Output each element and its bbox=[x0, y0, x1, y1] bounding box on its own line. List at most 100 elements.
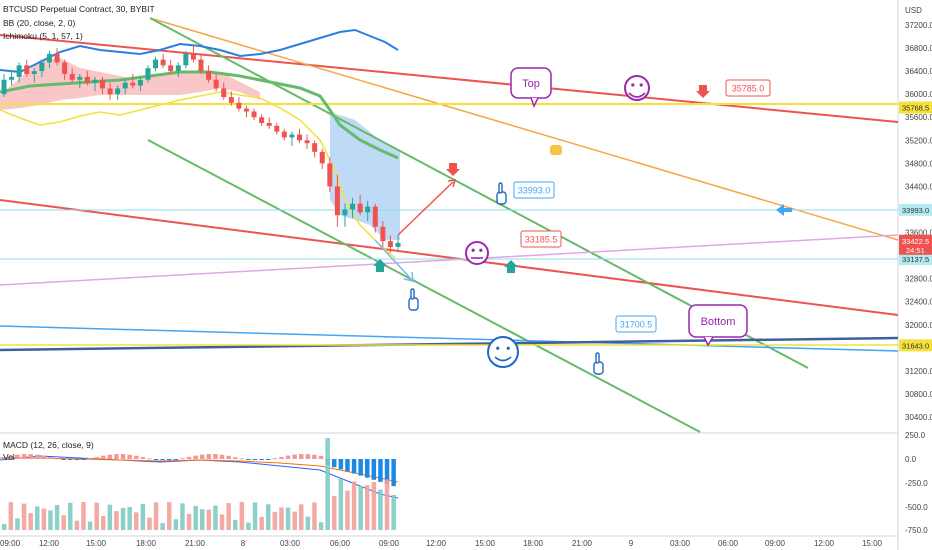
volume-bar bbox=[299, 504, 304, 530]
macd-histogram-bar bbox=[140, 457, 146, 459]
macd-histogram-bar bbox=[120, 454, 126, 459]
macd-histogram-bar bbox=[259, 459, 264, 460]
volume-bar bbox=[8, 502, 14, 530]
volume-bar bbox=[371, 482, 377, 530]
candle-body bbox=[100, 79, 105, 89]
volume-bar bbox=[239, 502, 245, 530]
macd-histogram-bar bbox=[101, 455, 106, 459]
candle-body bbox=[228, 97, 234, 103]
blue-trend-line bbox=[0, 325, 899, 352]
time-tick-label: 09:00 bbox=[0, 539, 21, 548]
hand-pointer-icon-3-finger bbox=[595, 352, 600, 364]
label-33993-box bbox=[513, 181, 555, 199]
price-tick-label: 32400.0 bbox=[905, 298, 932, 307]
time-tick-label: 15:00 bbox=[86, 539, 107, 548]
time-tick-label: 21:00 bbox=[185, 539, 206, 548]
macd-histogram-bar bbox=[305, 454, 311, 459]
label-35785-box bbox=[725, 79, 771, 97]
annotations[interactable]: 35785.0 33993.0 33185.5 31700.5 Top Bottom bbox=[373, 67, 792, 375]
hand-pointer-icon-finger bbox=[498, 182, 503, 194]
time-tick-label: 18:00 bbox=[523, 539, 544, 548]
price-badge-text: 31643.0 bbox=[902, 341, 929, 350]
volume-bar bbox=[2, 524, 7, 530]
macd-histogram-bar bbox=[180, 458, 185, 460]
candles bbox=[1, 45, 401, 253]
volume-bar bbox=[266, 504, 271, 530]
candle-body bbox=[54, 53, 60, 63]
blue-left-arrow-icon bbox=[776, 204, 792, 216]
volume-bar bbox=[153, 502, 159, 530]
candle-body bbox=[122, 82, 128, 89]
candle-body bbox=[62, 62, 68, 74]
last-price-text: 33422.5 bbox=[902, 237, 929, 246]
macd-histogram-bar bbox=[87, 458, 93, 460]
callout-bottom-tail bbox=[703, 336, 714, 347]
macd-histogram-bar bbox=[299, 454, 304, 459]
volume-bar bbox=[312, 502, 317, 530]
time-axis[interactable]: 09:00 12:00 15:00 18:00 21:00 8 03:00 06:00 09:0… bbox=[0, 539, 883, 548]
candle-body bbox=[236, 102, 242, 109]
candle-body bbox=[251, 111, 257, 118]
volume-bar bbox=[279, 507, 284, 530]
macd-histogram-bar bbox=[358, 459, 363, 476]
neutral-face-icon-outline bbox=[465, 241, 489, 265]
hand-pointer-icon-palm bbox=[496, 191, 507, 205]
macd-histogram-bar bbox=[134, 455, 139, 459]
volume-bar bbox=[285, 507, 291, 530]
volume-bar bbox=[259, 516, 264, 530]
candle-body bbox=[145, 68, 151, 80]
bb-legend[interactable]: BB (20, close, 2, 0) bbox=[3, 18, 76, 28]
candle-body bbox=[168, 65, 174, 72]
price-tick-label: 30800.0 bbox=[905, 390, 932, 399]
macd-histogram-bar bbox=[266, 459, 271, 460]
macd-histogram-bar bbox=[285, 455, 291, 459]
macd-histogram-bar bbox=[200, 454, 205, 459]
macd-histogram-bar bbox=[246, 459, 251, 460]
label-33993-text: 33993.0 bbox=[518, 186, 551, 196]
price-tick-label: 36800.0 bbox=[905, 44, 932, 53]
macd-histogram-bar bbox=[48, 457, 53, 459]
last-price-badge bbox=[899, 234, 932, 255]
volume-bar bbox=[101, 516, 106, 530]
neutral-face-icon-eye-left bbox=[471, 248, 475, 252]
navy-support-line bbox=[0, 336, 899, 352]
vol-legend[interactable]: Vol bbox=[3, 452, 15, 462]
smile-face-icon bbox=[624, 75, 650, 101]
candle-body bbox=[175, 65, 181, 72]
macd-histogram-bar bbox=[68, 459, 73, 460]
clock-face-icon bbox=[487, 336, 519, 368]
ichimoku-legend[interactable]: Ichimoku (5, 1, 57, 1) bbox=[3, 31, 83, 41]
macd-histogram-bar bbox=[153, 459, 159, 460]
candle-body bbox=[327, 163, 333, 187]
macd-histogram-bar bbox=[193, 455, 198, 459]
macd-histogram-bar bbox=[167, 459, 172, 460]
macd-histogram-bar bbox=[272, 458, 278, 460]
volume-bar bbox=[384, 479, 390, 530]
volume-bar bbox=[107, 504, 113, 530]
candle-body bbox=[289, 134, 295, 138]
candle-body bbox=[213, 79, 219, 89]
macd-legend[interactable]: MACD (12, 26, close, 9) bbox=[3, 440, 94, 450]
candle-body bbox=[24, 65, 30, 74]
price-axis[interactable]: USD30400.030800.031200.031600.032000.032… bbox=[899, 6, 932, 535]
volume-bar bbox=[41, 508, 47, 530]
volume-bar bbox=[378, 489, 383, 530]
blue-projection-line bbox=[374, 239, 413, 281]
callout-bottom-box bbox=[688, 304, 748, 338]
volume-bar bbox=[140, 503, 146, 530]
volume-bar bbox=[252, 502, 258, 530]
macd-histogram-bar bbox=[292, 454, 297, 459]
macd-histogram-bar bbox=[318, 455, 324, 459]
price-badge bbox=[899, 253, 932, 266]
price-tick-label: 36400.0 bbox=[905, 67, 932, 76]
price-badge bbox=[899, 339, 932, 352]
volume-bar bbox=[35, 506, 40, 530]
neutral-face-icon bbox=[465, 241, 489, 265]
teal-up-arrow-icon bbox=[373, 259, 387, 272]
hand-pointer-icon-2 bbox=[408, 288, 419, 311]
candle-body bbox=[357, 203, 363, 213]
smile-face-icon-eye-left bbox=[631, 83, 635, 87]
macd-histogram-bar bbox=[239, 458, 245, 460]
candle-body bbox=[77, 76, 83, 80]
